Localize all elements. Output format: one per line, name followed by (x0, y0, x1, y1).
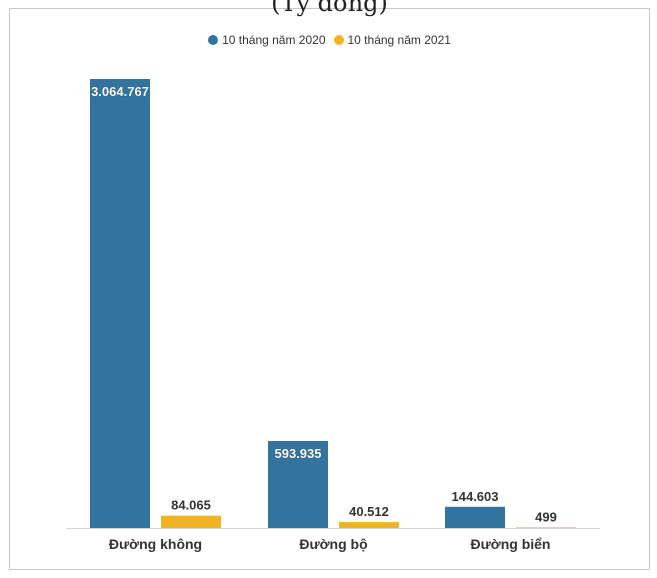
bar-2021-2 (516, 527, 576, 528)
bar-2021-0 (161, 515, 221, 528)
bar-2021-1 (339, 522, 399, 528)
legend-label-2021: 10 tháng năm 2021 (347, 33, 451, 47)
data-label-2020-0: 3.064.767 (91, 84, 149, 99)
legend-label-2020: 10 tháng năm 2020 (222, 33, 326, 47)
bar-2020-1 (268, 440, 328, 528)
data-label-2020-2: 144.603 (452, 489, 499, 504)
legend-item-2020[interactable]: 10 tháng năm 2020 (208, 33, 326, 47)
data-label-2021-2: 499 (535, 509, 557, 524)
chart-title-partial: (Tỷ đồng) (271, 0, 388, 17)
bar-2020-0 (90, 79, 150, 528)
x-tick-label-1: Đường bộ (299, 536, 367, 552)
data-label-2021-1: 40.512 (349, 504, 389, 519)
legend-swatch-2021 (333, 35, 344, 45)
data-label-2020-1: 593.935 (275, 446, 322, 461)
legend-item-2021[interactable]: 10 tháng năm 2021 (333, 33, 451, 47)
data-label-2021-0: 84.065 (171, 498, 211, 513)
legend-swatch-2020 (208, 35, 219, 45)
x-tick-label-2: Đường biển (471, 536, 551, 552)
legend: 10 tháng năm 2020 10 tháng năm 2021 (10, 33, 649, 47)
bar-2020-2 (445, 506, 505, 528)
x-tick-label-0: Đường không (109, 536, 202, 552)
